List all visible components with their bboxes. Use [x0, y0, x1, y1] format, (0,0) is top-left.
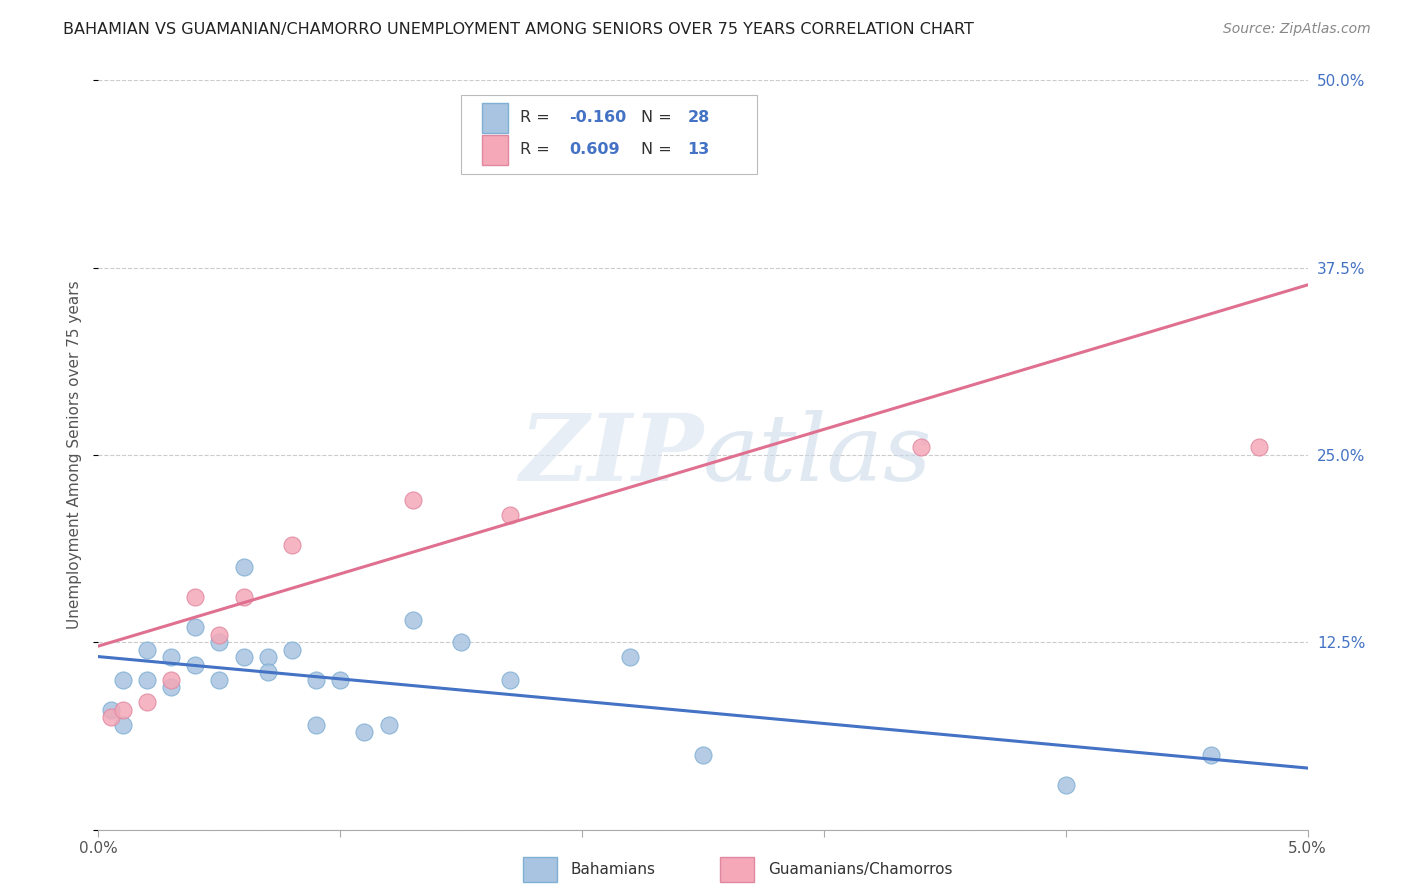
Point [1249, 441, 1271, 455]
Text: ZIP: ZIP [519, 410, 703, 500]
FancyBboxPatch shape [482, 135, 509, 165]
Point [160, 680, 183, 694]
Point [184, 591, 207, 605]
Point [256, 665, 278, 680]
Text: -0.160: -0.160 [569, 111, 626, 125]
Point [208, 673, 231, 687]
Point [232, 591, 254, 605]
Point [160, 650, 183, 665]
Point [100, 703, 122, 717]
Text: Source: ZipAtlas.com: Source: ZipAtlas.com [1223, 22, 1371, 37]
Point [619, 118, 641, 132]
Point [111, 673, 134, 687]
Point [208, 628, 231, 642]
Point [353, 725, 375, 739]
Point [232, 560, 254, 574]
FancyBboxPatch shape [720, 857, 754, 882]
Point [1199, 747, 1222, 762]
Point [111, 703, 134, 717]
Point [329, 673, 352, 687]
FancyBboxPatch shape [523, 857, 557, 882]
Text: Guamanians/Chamorros: Guamanians/Chamorros [768, 863, 952, 877]
Point [377, 717, 399, 731]
Point [208, 635, 231, 649]
Point [450, 635, 472, 649]
Point [160, 673, 183, 687]
Text: BAHAMIAN VS GUAMANIAN/CHAMORRO UNEMPLOYMENT AMONG SENIORS OVER 75 YEARS CORRELAT: BAHAMIAN VS GUAMANIAN/CHAMORRO UNEMPLOYM… [63, 22, 974, 37]
Point [281, 642, 304, 657]
Point [305, 717, 328, 731]
Point [910, 441, 932, 455]
Point [135, 673, 157, 687]
Text: R =: R = [520, 111, 555, 125]
Point [232, 650, 254, 665]
Text: N =: N = [641, 143, 678, 158]
Text: R =: R = [520, 143, 555, 158]
Point [281, 538, 304, 552]
Point [100, 710, 122, 724]
Text: 28: 28 [688, 111, 710, 125]
Point [402, 492, 425, 507]
Text: atlas: atlas [703, 410, 932, 500]
Point [1054, 778, 1077, 792]
Point [135, 695, 157, 709]
Point [135, 642, 157, 657]
Point [256, 650, 278, 665]
Point [498, 673, 520, 687]
FancyBboxPatch shape [461, 95, 758, 174]
FancyBboxPatch shape [482, 103, 509, 133]
Point [498, 508, 520, 522]
Point [184, 620, 207, 634]
Text: 0.609: 0.609 [569, 143, 620, 158]
Point [402, 613, 425, 627]
Point [184, 657, 207, 672]
Point [619, 650, 641, 665]
Text: Bahamians: Bahamians [571, 863, 655, 877]
Text: N =: N = [641, 111, 678, 125]
Point [305, 673, 328, 687]
Point [692, 747, 714, 762]
Text: 13: 13 [688, 143, 710, 158]
Y-axis label: Unemployment Among Seniors over 75 years: Unemployment Among Seniors over 75 years [67, 281, 83, 629]
Point [111, 717, 134, 731]
